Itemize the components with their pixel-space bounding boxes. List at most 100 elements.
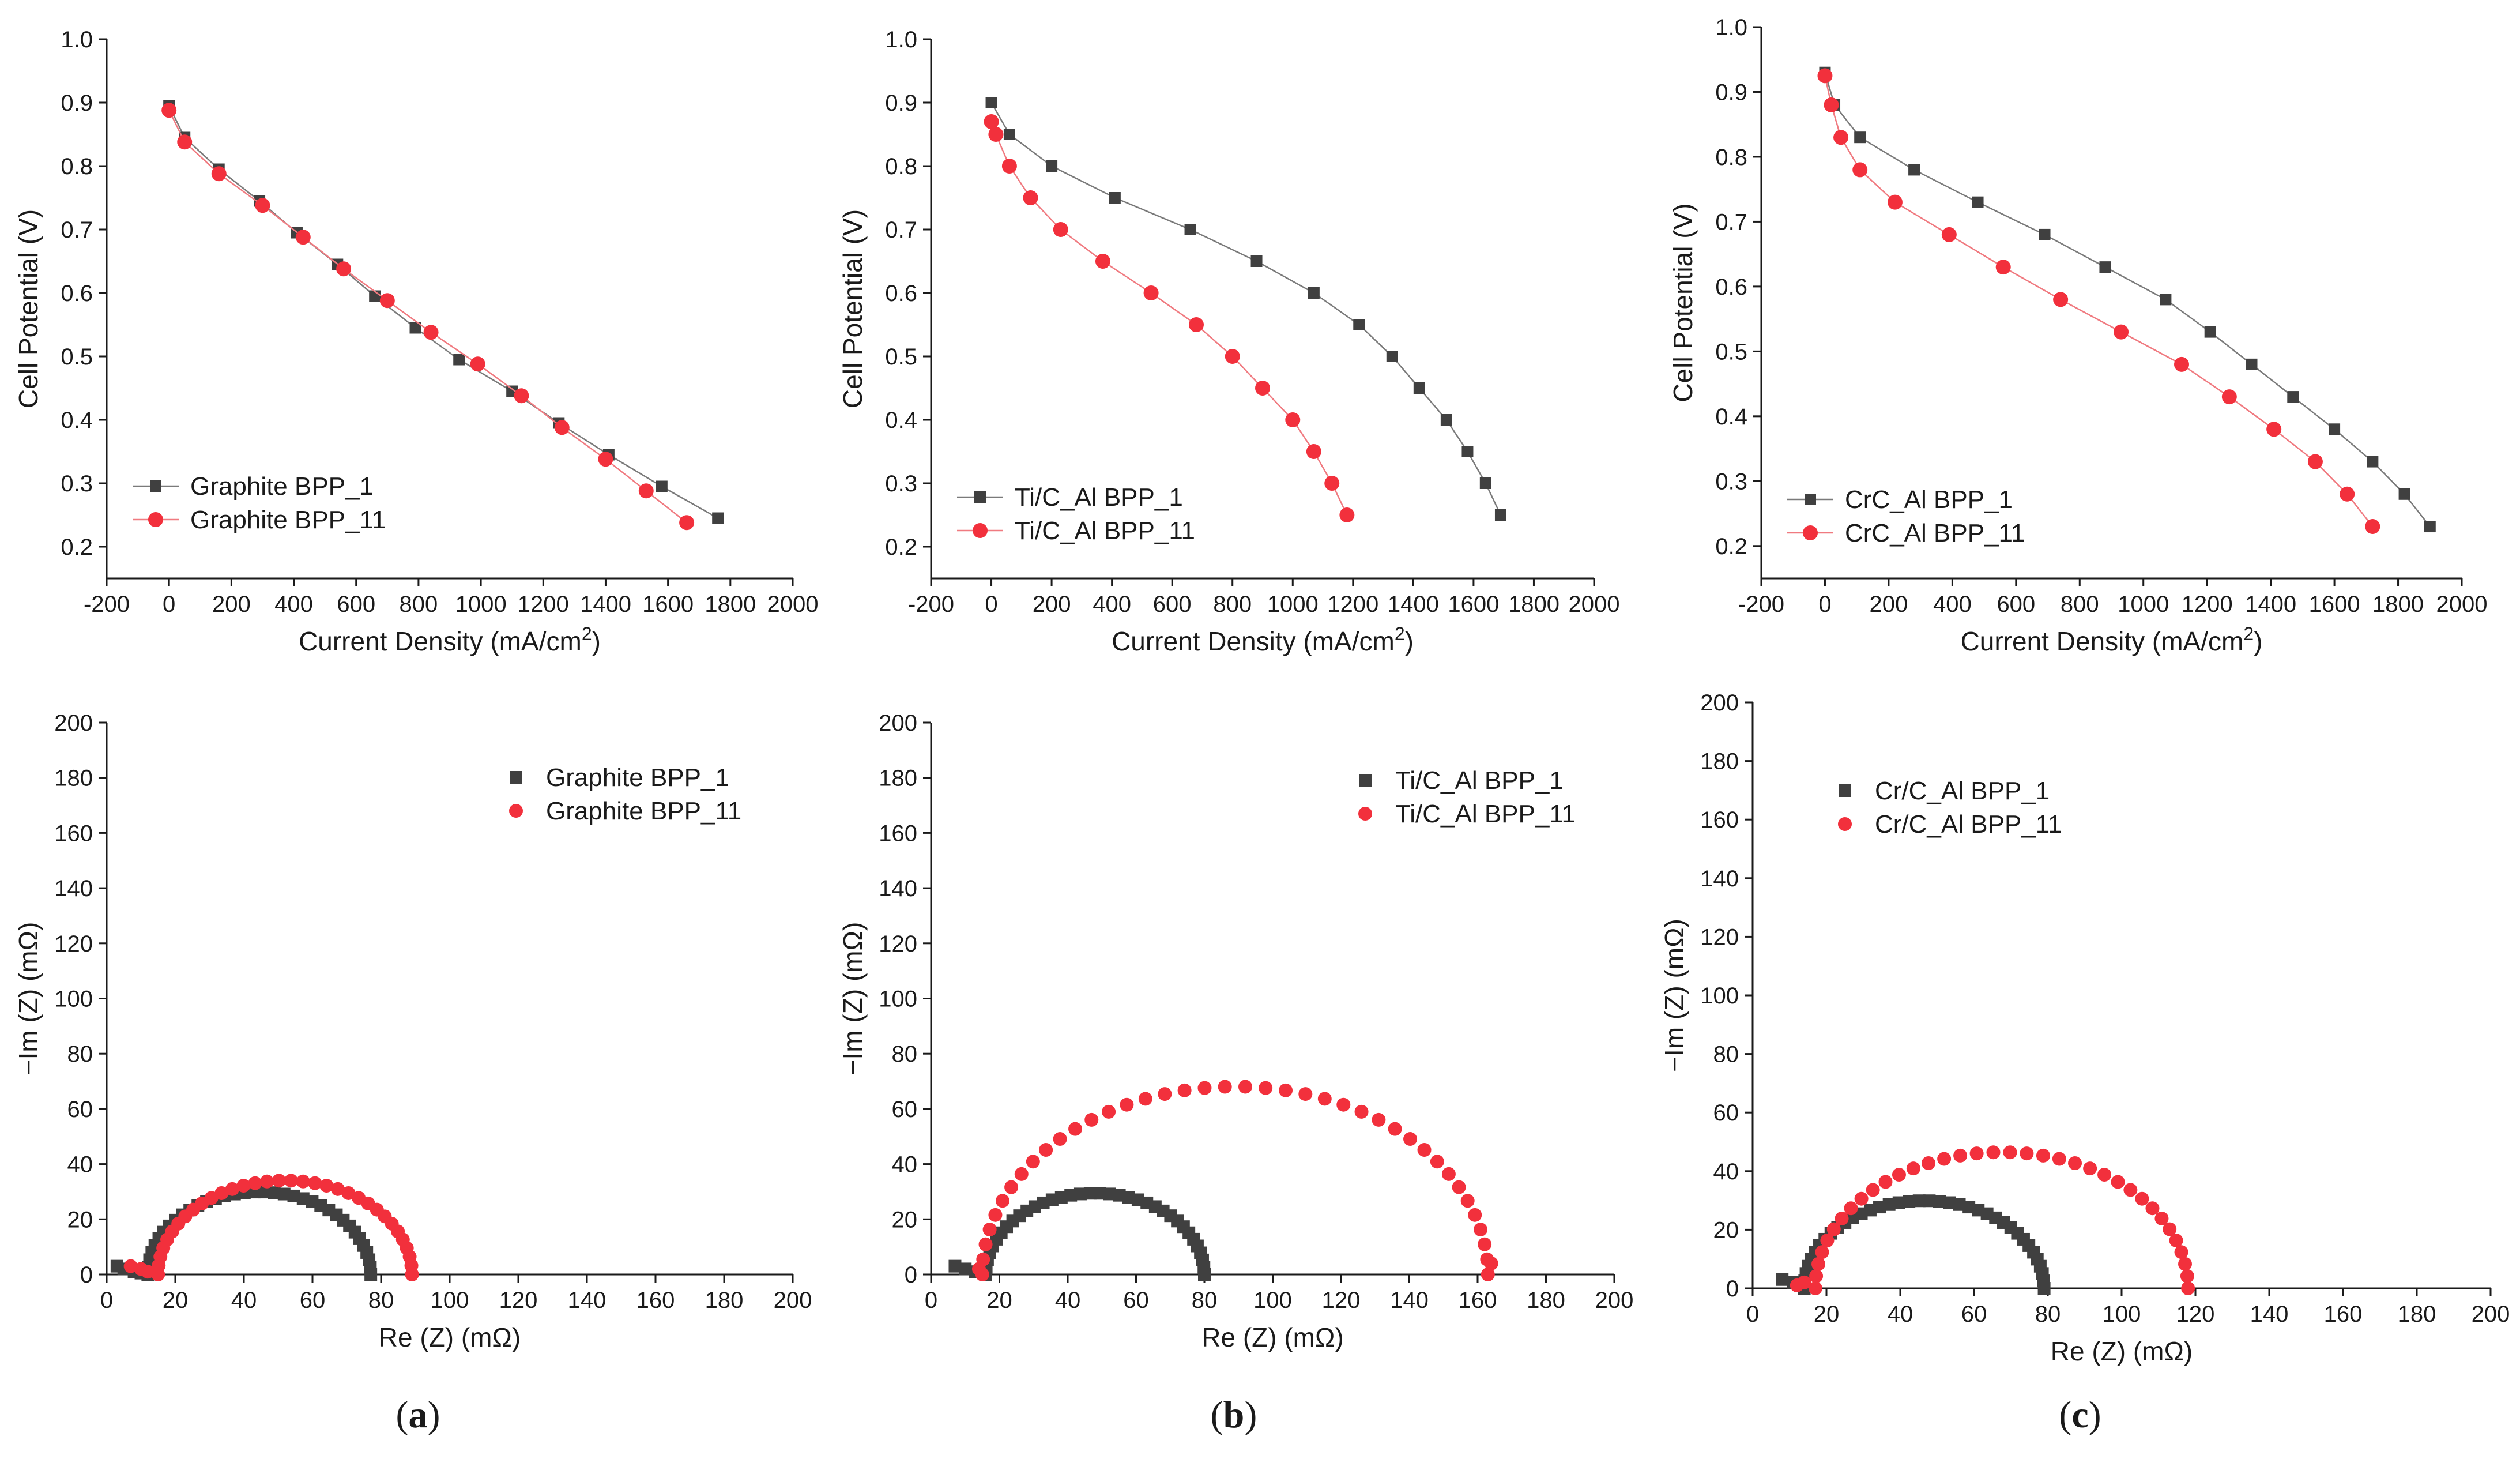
data-point <box>453 354 465 366</box>
data-point <box>712 512 724 524</box>
y-tick-label: 200 <box>879 710 917 736</box>
data-point <box>1238 1080 1252 1094</box>
x-tick-label: -200 <box>908 592 954 617</box>
panel-label-b: (b) <box>1211 1394 1257 1436</box>
x-tick-label: 1600 <box>1448 592 1499 617</box>
data-point <box>1481 1268 1495 1281</box>
data-point <box>1826 1222 1841 1236</box>
data-point <box>1460 1194 1475 1208</box>
data-point <box>2097 1168 2112 1182</box>
data-point <box>1308 287 1320 299</box>
y-tick-label: 0.2 <box>1715 534 1747 559</box>
data-point <box>1452 1180 1466 1194</box>
x-tick-label: 400 <box>274 592 313 617</box>
y-tick-label: 140 <box>879 876 917 901</box>
data-point <box>1073 1187 1087 1201</box>
data-point <box>2052 1152 2066 1166</box>
y-tick-label: 80 <box>1713 1042 1739 1067</box>
legend-label: CrC_Al BPP_1 <box>1845 486 2013 514</box>
data-point <box>330 1182 345 1196</box>
x-tick-label: 0 <box>925 1288 937 1313</box>
data-point <box>1255 381 1270 396</box>
x-tick-label: 1800 <box>2372 592 2424 617</box>
data-point <box>2169 1234 2183 1248</box>
data-point <box>1972 196 1984 208</box>
x-tick-label: 0 <box>985 592 997 617</box>
x-tick-label: 200 <box>774 1288 812 1313</box>
y-tick-label: 0.4 <box>885 408 917 433</box>
x-tick-label: 140 <box>2250 1302 2289 1327</box>
y-tick-label: 120 <box>54 931 93 957</box>
data-point <box>2287 391 2299 403</box>
data-point <box>1815 1245 1829 1259</box>
data-point <box>1103 1187 1116 1201</box>
data-point <box>2068 1156 2082 1170</box>
y-tick-label: 0.7 <box>1715 209 1747 235</box>
y-tick-label: 140 <box>54 876 93 901</box>
y-tick-label: 120 <box>879 931 917 957</box>
data-point <box>2365 519 2380 535</box>
y-tick-label: 0.6 <box>885 281 917 306</box>
y-tick-label: 80 <box>67 1041 93 1067</box>
data-point <box>1824 97 1839 112</box>
y-tick-label: 200 <box>54 710 93 736</box>
data-point <box>214 1186 229 1200</box>
data-point <box>1083 1187 1097 1200</box>
legend-marker <box>150 480 161 492</box>
y-tick-label: 0.5 <box>1715 339 1747 364</box>
x-tick-label: 180 <box>705 1288 744 1313</box>
x-tick-label: 1600 <box>642 592 694 617</box>
data-point <box>1809 1269 1824 1283</box>
y-tick-label: 0.9 <box>61 91 93 116</box>
data-point <box>1001 159 1017 174</box>
data-point <box>1177 1083 1192 1097</box>
y-tick-label: 60 <box>1713 1100 1739 1126</box>
data-point <box>1906 1161 1920 1176</box>
x-tick-label: 800 <box>2061 592 2099 617</box>
data-point <box>1878 1175 1893 1189</box>
data-point <box>1285 412 1301 427</box>
y-tick-label: 100 <box>1700 983 1739 1009</box>
data-point <box>2181 1281 2195 1295</box>
legend-label: Graphite BPP_1 <box>190 472 374 501</box>
x-tick-label: 140 <box>568 1288 607 1313</box>
data-point <box>1933 1195 1946 1208</box>
data-point <box>1102 1104 1116 1119</box>
data-point <box>1053 1132 1067 1146</box>
data-point <box>2221 389 2237 405</box>
y-tick-label: 40 <box>892 1152 918 1178</box>
data-point <box>1109 192 1121 204</box>
legend-label: Ti/C_Al BPP_1 <box>1015 483 1183 512</box>
x-tick-label: 200 <box>1033 592 1071 617</box>
x-tick-label: 0 <box>100 1288 113 1313</box>
data-point <box>2123 1183 2138 1197</box>
x-tick-label: 120 <box>2176 1302 2215 1327</box>
y-tick-label: 1.0 <box>1715 15 1747 40</box>
y-tick-label: 180 <box>54 766 93 791</box>
data-point <box>1468 1208 1482 1222</box>
y-tick-label: 160 <box>879 821 917 846</box>
data-point <box>982 1223 997 1237</box>
y-tick-label: 0.8 <box>885 154 917 179</box>
series-line <box>1824 76 2374 527</box>
legend-marker <box>510 771 522 784</box>
x-tick-label: 20 <box>1814 1302 1840 1327</box>
y-axis-title: Cell Potential (V) <box>13 209 43 408</box>
y-tick-label: 120 <box>1700 924 1739 950</box>
data-point <box>2111 1175 2125 1189</box>
y-tick-label: 180 <box>879 766 917 791</box>
data-point <box>679 515 695 531</box>
data-point <box>1461 446 1474 457</box>
data-point <box>1306 444 1321 459</box>
data-point <box>2037 1282 2051 1295</box>
x-tick-label: 600 <box>337 592 375 617</box>
y-tick-label: 0.6 <box>61 281 93 306</box>
data-point <box>1138 1092 1152 1106</box>
x-tick-label: 120 <box>499 1288 538 1313</box>
data-point <box>1835 1211 1849 1225</box>
data-point <box>2020 1146 2034 1161</box>
data-point <box>1986 1145 2001 1160</box>
x-tick-label: 200 <box>1870 592 1908 617</box>
data-point <box>1417 1142 1432 1157</box>
